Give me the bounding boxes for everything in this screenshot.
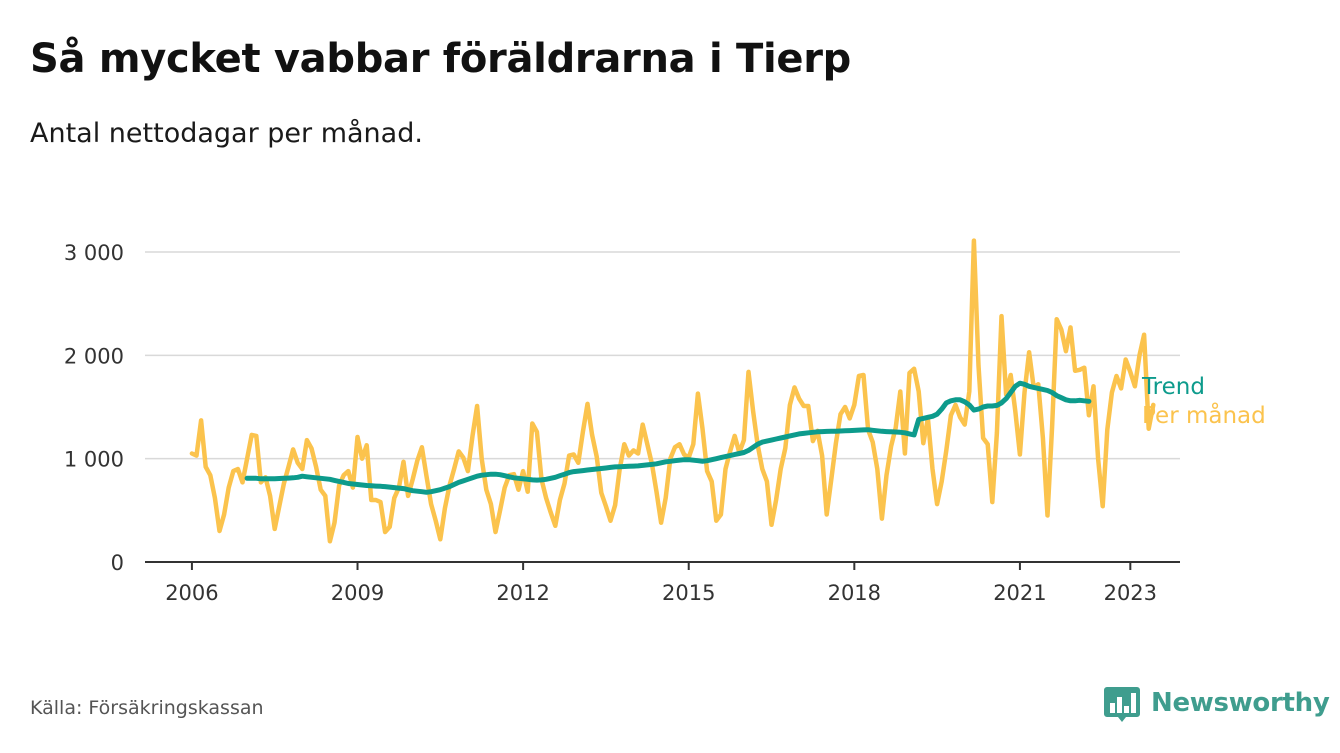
x-tick-label: 2018 [828, 581, 881, 605]
x-tick-label: 2021 [993, 581, 1046, 605]
brand-name: Newsworthy [1151, 688, 1330, 718]
source-note: Källa: Försäkringskassan [30, 697, 264, 719]
x-tick-label: 2015 [662, 581, 715, 605]
line-chart: 0 1 000 2 000 3 000 2006 2009 2012 2015 2018 202… [64, 238, 1266, 605]
trend-label: Trend [1141, 374, 1205, 400]
y-tick-label: 3 000 [64, 241, 124, 265]
x-axis-ticks: 2006 2009 2012 2015 2018 2021 2023 [145, 561, 1180, 605]
y-tick-label: 2 000 [64, 344, 124, 368]
y-axis-ticks: 0 1 000 2 000 3 000 [64, 241, 124, 575]
y-tick-label: 1 000 [64, 448, 124, 472]
x-tick-label: 2012 [496, 581, 549, 605]
bar-chart-speech-icon [1104, 687, 1140, 722]
monthly-label: Per månad [1142, 401, 1266, 429]
series-lines [189, 238, 1156, 544]
gridlines [145, 251, 1180, 460]
x-tick-label: 2006 [165, 581, 218, 605]
chart-subtitle: Antal nettodagar per månad. [30, 118, 423, 149]
brand-logo[interactable]: Newsworthy [1103, 683, 1330, 723]
chart-title: Så mycket vabbar föräldrarna i Tierp [30, 36, 851, 82]
x-tick-label: 2009 [331, 581, 384, 605]
x-tick-label: 2023 [1104, 581, 1157, 605]
trend-line [244, 380, 1092, 495]
y-tick-label: 0 [111, 551, 124, 575]
